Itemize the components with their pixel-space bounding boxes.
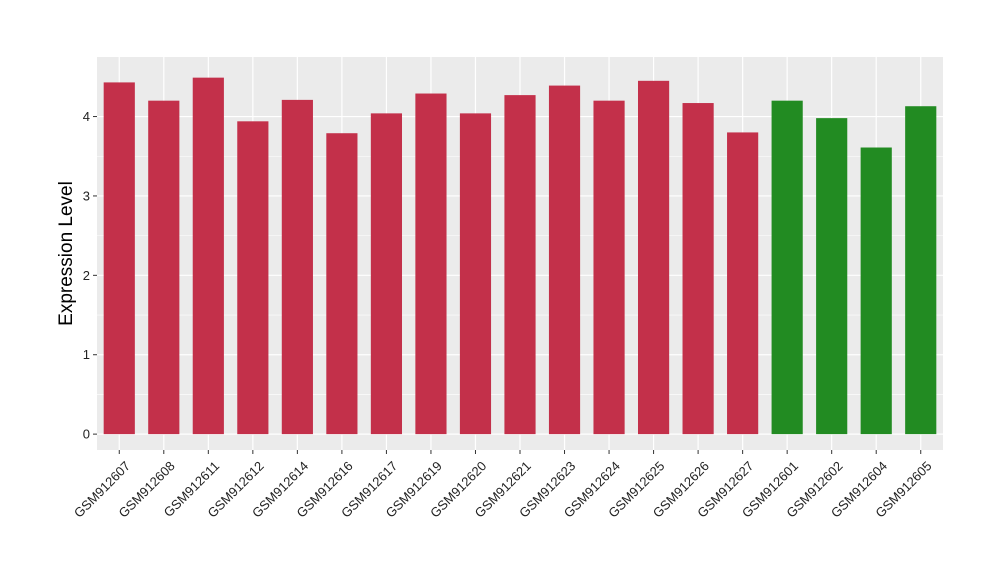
bar [860,147,892,435]
y-tick-label: 0 [83,427,90,442]
bar [548,85,581,435]
x-axis: GSM912607GSM912608GSM912611GSM912612GSM9… [71,450,935,521]
bar [237,121,269,435]
bar [103,82,135,435]
bar [727,132,759,435]
bar [326,133,358,435]
bar [504,95,536,435]
bar [370,113,403,435]
y-tick-label: 1 [83,347,90,362]
y-tick-label: 3 [83,188,90,203]
bar [281,99,313,435]
bar [415,93,447,435]
bar [637,80,670,435]
bar [905,106,937,435]
y-axis-title: Expression Level [56,181,77,326]
bar [593,100,625,435]
bars [103,77,937,435]
bar [459,113,492,435]
y-axis: 0 1 2 3 4 [83,109,97,442]
bar [816,118,848,435]
bar [148,100,180,435]
bar [771,100,803,435]
bar [192,77,224,435]
y-tick-label: 2 [83,268,90,283]
bar [682,103,714,435]
y-tick-label: 4 [83,109,90,124]
